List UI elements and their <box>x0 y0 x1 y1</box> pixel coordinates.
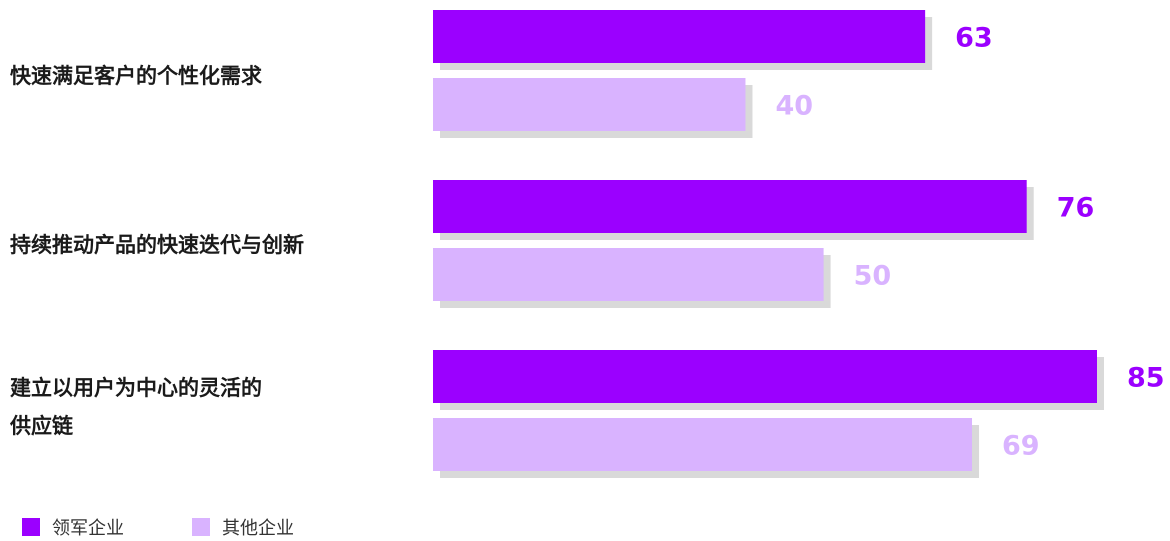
legend-item-other: 其他企业 <box>192 516 294 539</box>
bar-leader-0 <box>433 10 926 63</box>
category-label-2-line2: 供应链 <box>10 414 73 438</box>
legend-swatch-leader <box>22 518 40 536</box>
legend-item-leader: 领军企业 <box>22 516 124 539</box>
legend-swatch-other <box>192 518 210 536</box>
category-label-1-text: 持续推动产品的快速迭代与创新 <box>10 233 304 257</box>
data-label-other-0: 40 <box>775 91 813 122</box>
data-label-leader-1: 76 <box>1057 193 1095 224</box>
category-label-2-line1: 建立以用户为中心的灵活的 <box>10 376 262 400</box>
data-label-other-1: 50 <box>854 261 892 292</box>
bar-leader-2 <box>433 350 1097 403</box>
data-label-leader-0: 63 <box>955 23 993 54</box>
category-label-2: 建立以用户为中心的灵活的 供应链 <box>10 369 390 445</box>
data-label-leader-2: 85 <box>1127 363 1165 394</box>
bar-other-2 <box>433 418 973 471</box>
category-label-0: 快速满足客户的个性化需求 <box>10 57 390 95</box>
bar-other-0 <box>433 78 746 131</box>
bar-chart: 63 40 76 50 85 69 <box>433 10 1165 478</box>
category-label-1: 持续推动产品的快速迭代与创新 <box>10 226 390 264</box>
bar-leader-1 <box>433 180 1027 233</box>
category-label-0-text: 快速满足客户的个性化需求 <box>10 64 262 88</box>
legend-label-leader: 领军企业 <box>52 518 124 539</box>
legend-label-other: 其他企业 <box>222 518 294 539</box>
bar-other-1 <box>433 248 824 301</box>
data-label-other-2: 69 <box>1002 431 1040 462</box>
